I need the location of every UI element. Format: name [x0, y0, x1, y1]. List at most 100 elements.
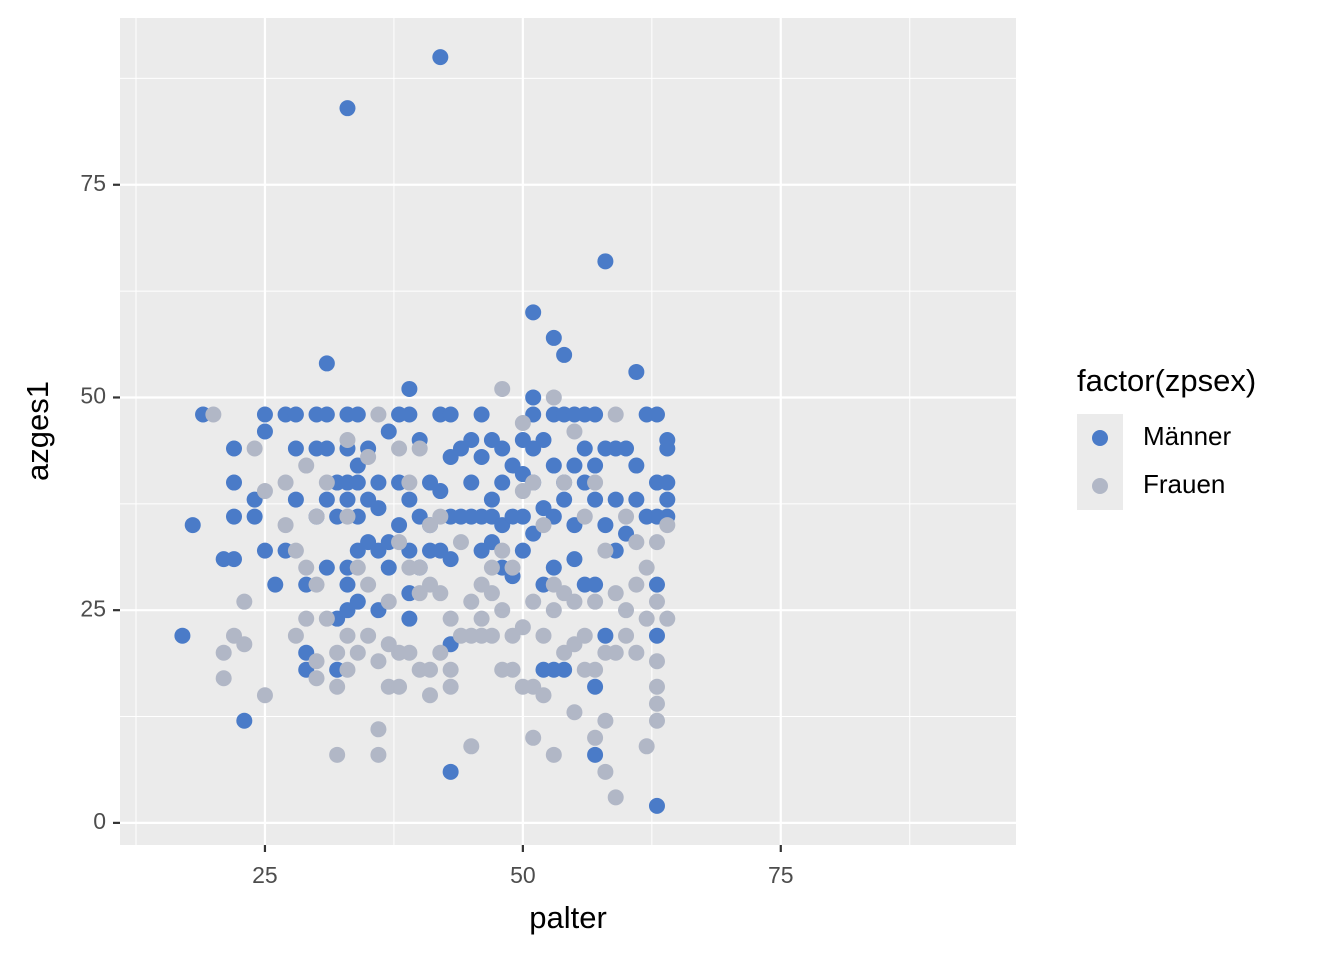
point	[628, 576, 645, 593]
point	[535, 517, 552, 534]
point	[556, 661, 573, 678]
point	[659, 491, 676, 508]
point	[349, 593, 366, 610]
point	[494, 440, 511, 457]
point	[370, 474, 387, 491]
point	[287, 491, 304, 508]
point	[401, 474, 418, 491]
point	[401, 380, 418, 397]
point	[648, 712, 665, 729]
point	[504, 559, 521, 576]
point	[494, 380, 511, 397]
point	[607, 789, 624, 806]
point	[628, 457, 645, 474]
point	[411, 440, 428, 457]
point	[401, 610, 418, 627]
point	[349, 644, 366, 661]
point	[277, 517, 294, 534]
point	[638, 610, 655, 627]
point	[618, 627, 635, 644]
point	[329, 746, 346, 763]
point	[463, 474, 480, 491]
point	[504, 661, 521, 678]
point	[442, 551, 459, 568]
point	[277, 474, 294, 491]
point	[318, 474, 335, 491]
legend-key	[1092, 478, 1108, 494]
point	[308, 670, 325, 687]
point	[380, 593, 397, 610]
point	[339, 100, 356, 117]
point	[659, 474, 676, 491]
point	[587, 593, 604, 610]
point	[587, 457, 604, 474]
point	[545, 559, 562, 576]
point	[545, 457, 562, 474]
point	[225, 474, 242, 491]
point	[473, 610, 490, 627]
point	[463, 593, 480, 610]
point	[246, 440, 263, 457]
point	[648, 695, 665, 712]
point	[370, 721, 387, 738]
point	[225, 440, 242, 457]
point	[545, 329, 562, 346]
point	[287, 627, 304, 644]
point	[463, 432, 480, 449]
point	[360, 449, 377, 466]
point	[236, 593, 253, 610]
x-tick-label: 75	[768, 862, 794, 888]
y-tick-label: 50	[80, 383, 106, 409]
point	[648, 678, 665, 695]
point	[318, 440, 335, 457]
point	[566, 593, 583, 610]
point	[587, 406, 604, 423]
point	[256, 483, 273, 500]
point	[225, 551, 242, 568]
point	[391, 517, 408, 534]
point	[494, 474, 511, 491]
point	[483, 491, 500, 508]
legend-label: Männer	[1143, 421, 1231, 451]
point	[545, 746, 562, 763]
point	[401, 491, 418, 508]
point	[442, 406, 459, 423]
point	[339, 491, 356, 508]
point	[597, 627, 614, 644]
point	[648, 797, 665, 814]
point	[349, 406, 366, 423]
point	[545, 602, 562, 619]
point	[339, 508, 356, 525]
point	[597, 712, 614, 729]
point	[267, 576, 284, 593]
point	[339, 661, 356, 678]
point	[401, 406, 418, 423]
point	[215, 670, 232, 687]
point	[566, 457, 583, 474]
point	[648, 406, 665, 423]
point	[246, 508, 263, 525]
point	[225, 508, 242, 525]
point	[473, 449, 490, 466]
point	[514, 619, 531, 636]
point	[318, 610, 335, 627]
point	[566, 704, 583, 721]
point	[256, 687, 273, 704]
grid	[120, 18, 1016, 845]
point	[607, 644, 624, 661]
point	[432, 49, 449, 66]
legend-label: Frauen	[1143, 469, 1225, 499]
point	[318, 491, 335, 508]
point	[514, 414, 531, 431]
point	[648, 653, 665, 670]
point	[308, 576, 325, 593]
point	[628, 491, 645, 508]
point	[483, 585, 500, 602]
point	[483, 559, 500, 576]
point	[556, 474, 573, 491]
point	[401, 644, 418, 661]
point	[587, 474, 604, 491]
point	[587, 746, 604, 763]
point	[442, 678, 459, 695]
point	[174, 627, 191, 644]
